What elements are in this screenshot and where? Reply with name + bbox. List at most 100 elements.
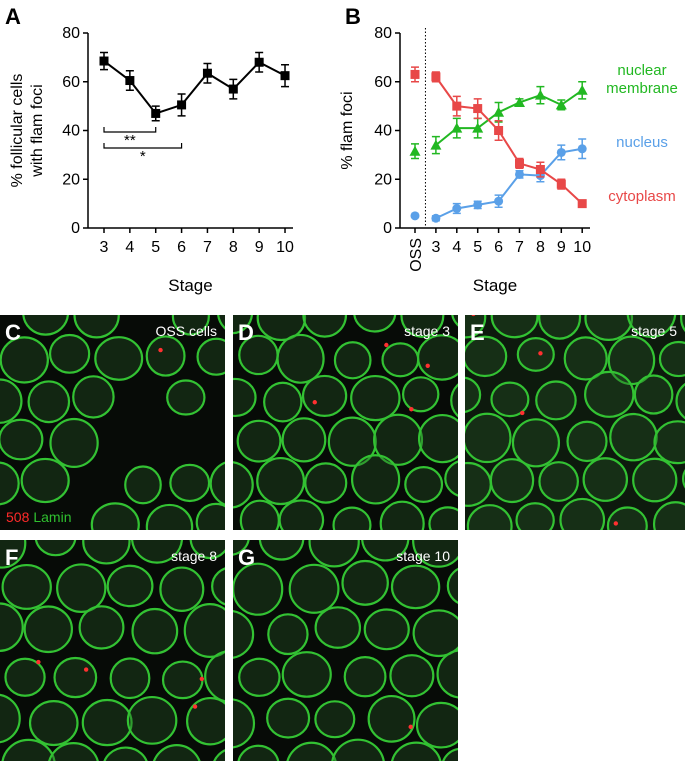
nucleus [166, 379, 206, 416]
y-tick-label: 0 [71, 220, 80, 237]
data-point [494, 196, 504, 206]
panel-label: stage 10 [396, 548, 450, 564]
nucleus [186, 696, 225, 746]
y-tick-label: 40 [374, 123, 392, 140]
nucleus [281, 651, 332, 698]
nucleus [233, 562, 284, 616]
x-tick-label: 9 [557, 239, 566, 256]
nucleus [281, 417, 327, 463]
nucleus [124, 465, 162, 505]
data-point [473, 104, 483, 114]
y-tick-label: 20 [62, 171, 80, 188]
foci [384, 342, 389, 348]
nucleus [0, 461, 20, 506]
nucleus [266, 697, 311, 739]
nucleus [171, 315, 210, 336]
nucleus [559, 497, 606, 530]
y-tick-label: 20 [374, 171, 392, 188]
data-point [452, 204, 462, 213]
nucleus [302, 315, 348, 338]
nucleus [680, 315, 685, 333]
foci [471, 315, 476, 317]
nucleus [390, 564, 441, 610]
nucleus [28, 700, 79, 747]
nucleus [511, 418, 561, 468]
nucleus [239, 499, 280, 530]
micrograph [465, 315, 685, 530]
nucleus [82, 540, 131, 565]
panel-letter: F [5, 545, 18, 570]
data-point [430, 139, 442, 150]
nucleus [217, 315, 225, 330]
nucleus [53, 656, 98, 699]
nucleus [444, 460, 458, 497]
nucleus [412, 609, 458, 658]
nucleus [94, 336, 144, 381]
nucleus [566, 420, 608, 463]
nucleus [353, 315, 397, 333]
nucleus [563, 336, 608, 381]
x-tick-label: 7 [203, 239, 212, 256]
nucleus [361, 540, 410, 562]
y-tick-label: 0 [383, 220, 392, 237]
micrograph-bg [465, 315, 685, 530]
nucleus [343, 656, 387, 698]
x-tick-label: 8 [536, 239, 545, 256]
nucleus [314, 606, 362, 649]
nucleus [0, 540, 27, 569]
nucleus [233, 315, 254, 335]
nucleus [415, 701, 458, 749]
nucleus [288, 563, 340, 614]
nucleus [367, 694, 416, 743]
nucleus [653, 420, 685, 465]
data-point [451, 122, 463, 133]
nucleus [169, 463, 211, 503]
nucleus [90, 502, 140, 530]
x-tick-label: 8 [229, 239, 238, 256]
foci [158, 347, 163, 353]
data-point [202, 68, 212, 78]
nucleus [381, 342, 420, 378]
nucleus [465, 315, 487, 339]
y-axis-title: % follicular cells [9, 74, 26, 188]
nucleus [0, 602, 24, 652]
nucleus [183, 603, 225, 658]
nucleus [417, 413, 458, 464]
nucleus [412, 540, 458, 568]
nucleus [161, 660, 204, 700]
panel-label: OSS cells [156, 323, 217, 339]
nucleus [49, 417, 99, 468]
nucleus [314, 700, 356, 739]
data-point [177, 100, 187, 110]
x-tick-label: 6 [494, 239, 503, 256]
data-point [472, 122, 484, 133]
nucleus [195, 502, 225, 530]
y-axis-title: % flam foci [339, 91, 356, 169]
nucleus [373, 413, 424, 466]
series-line [435, 89, 583, 146]
nucleus [301, 374, 348, 418]
nucleus [428, 506, 458, 530]
nucleus [350, 374, 401, 422]
foci [83, 667, 89, 672]
y-tick-label: 60 [374, 74, 392, 91]
nucleus [609, 412, 658, 462]
nucleus [658, 340, 685, 378]
foci [425, 363, 430, 369]
data-point [555, 99, 567, 110]
nucleus [401, 376, 440, 413]
foci [538, 351, 543, 356]
nucleus [258, 540, 305, 561]
nucleus [27, 380, 71, 424]
data-point [515, 169, 524, 179]
foci [312, 400, 317, 405]
nucleus [1, 738, 56, 761]
nucleus [442, 747, 458, 761]
stain-legend: 508 Lamin [6, 509, 72, 525]
nucleus [34, 540, 77, 557]
data-point [577, 144, 587, 154]
nucleus [632, 457, 678, 503]
nucleus [466, 504, 513, 530]
x-tick-label: 7 [515, 239, 524, 256]
x-tick-label: OSS [408, 238, 425, 272]
